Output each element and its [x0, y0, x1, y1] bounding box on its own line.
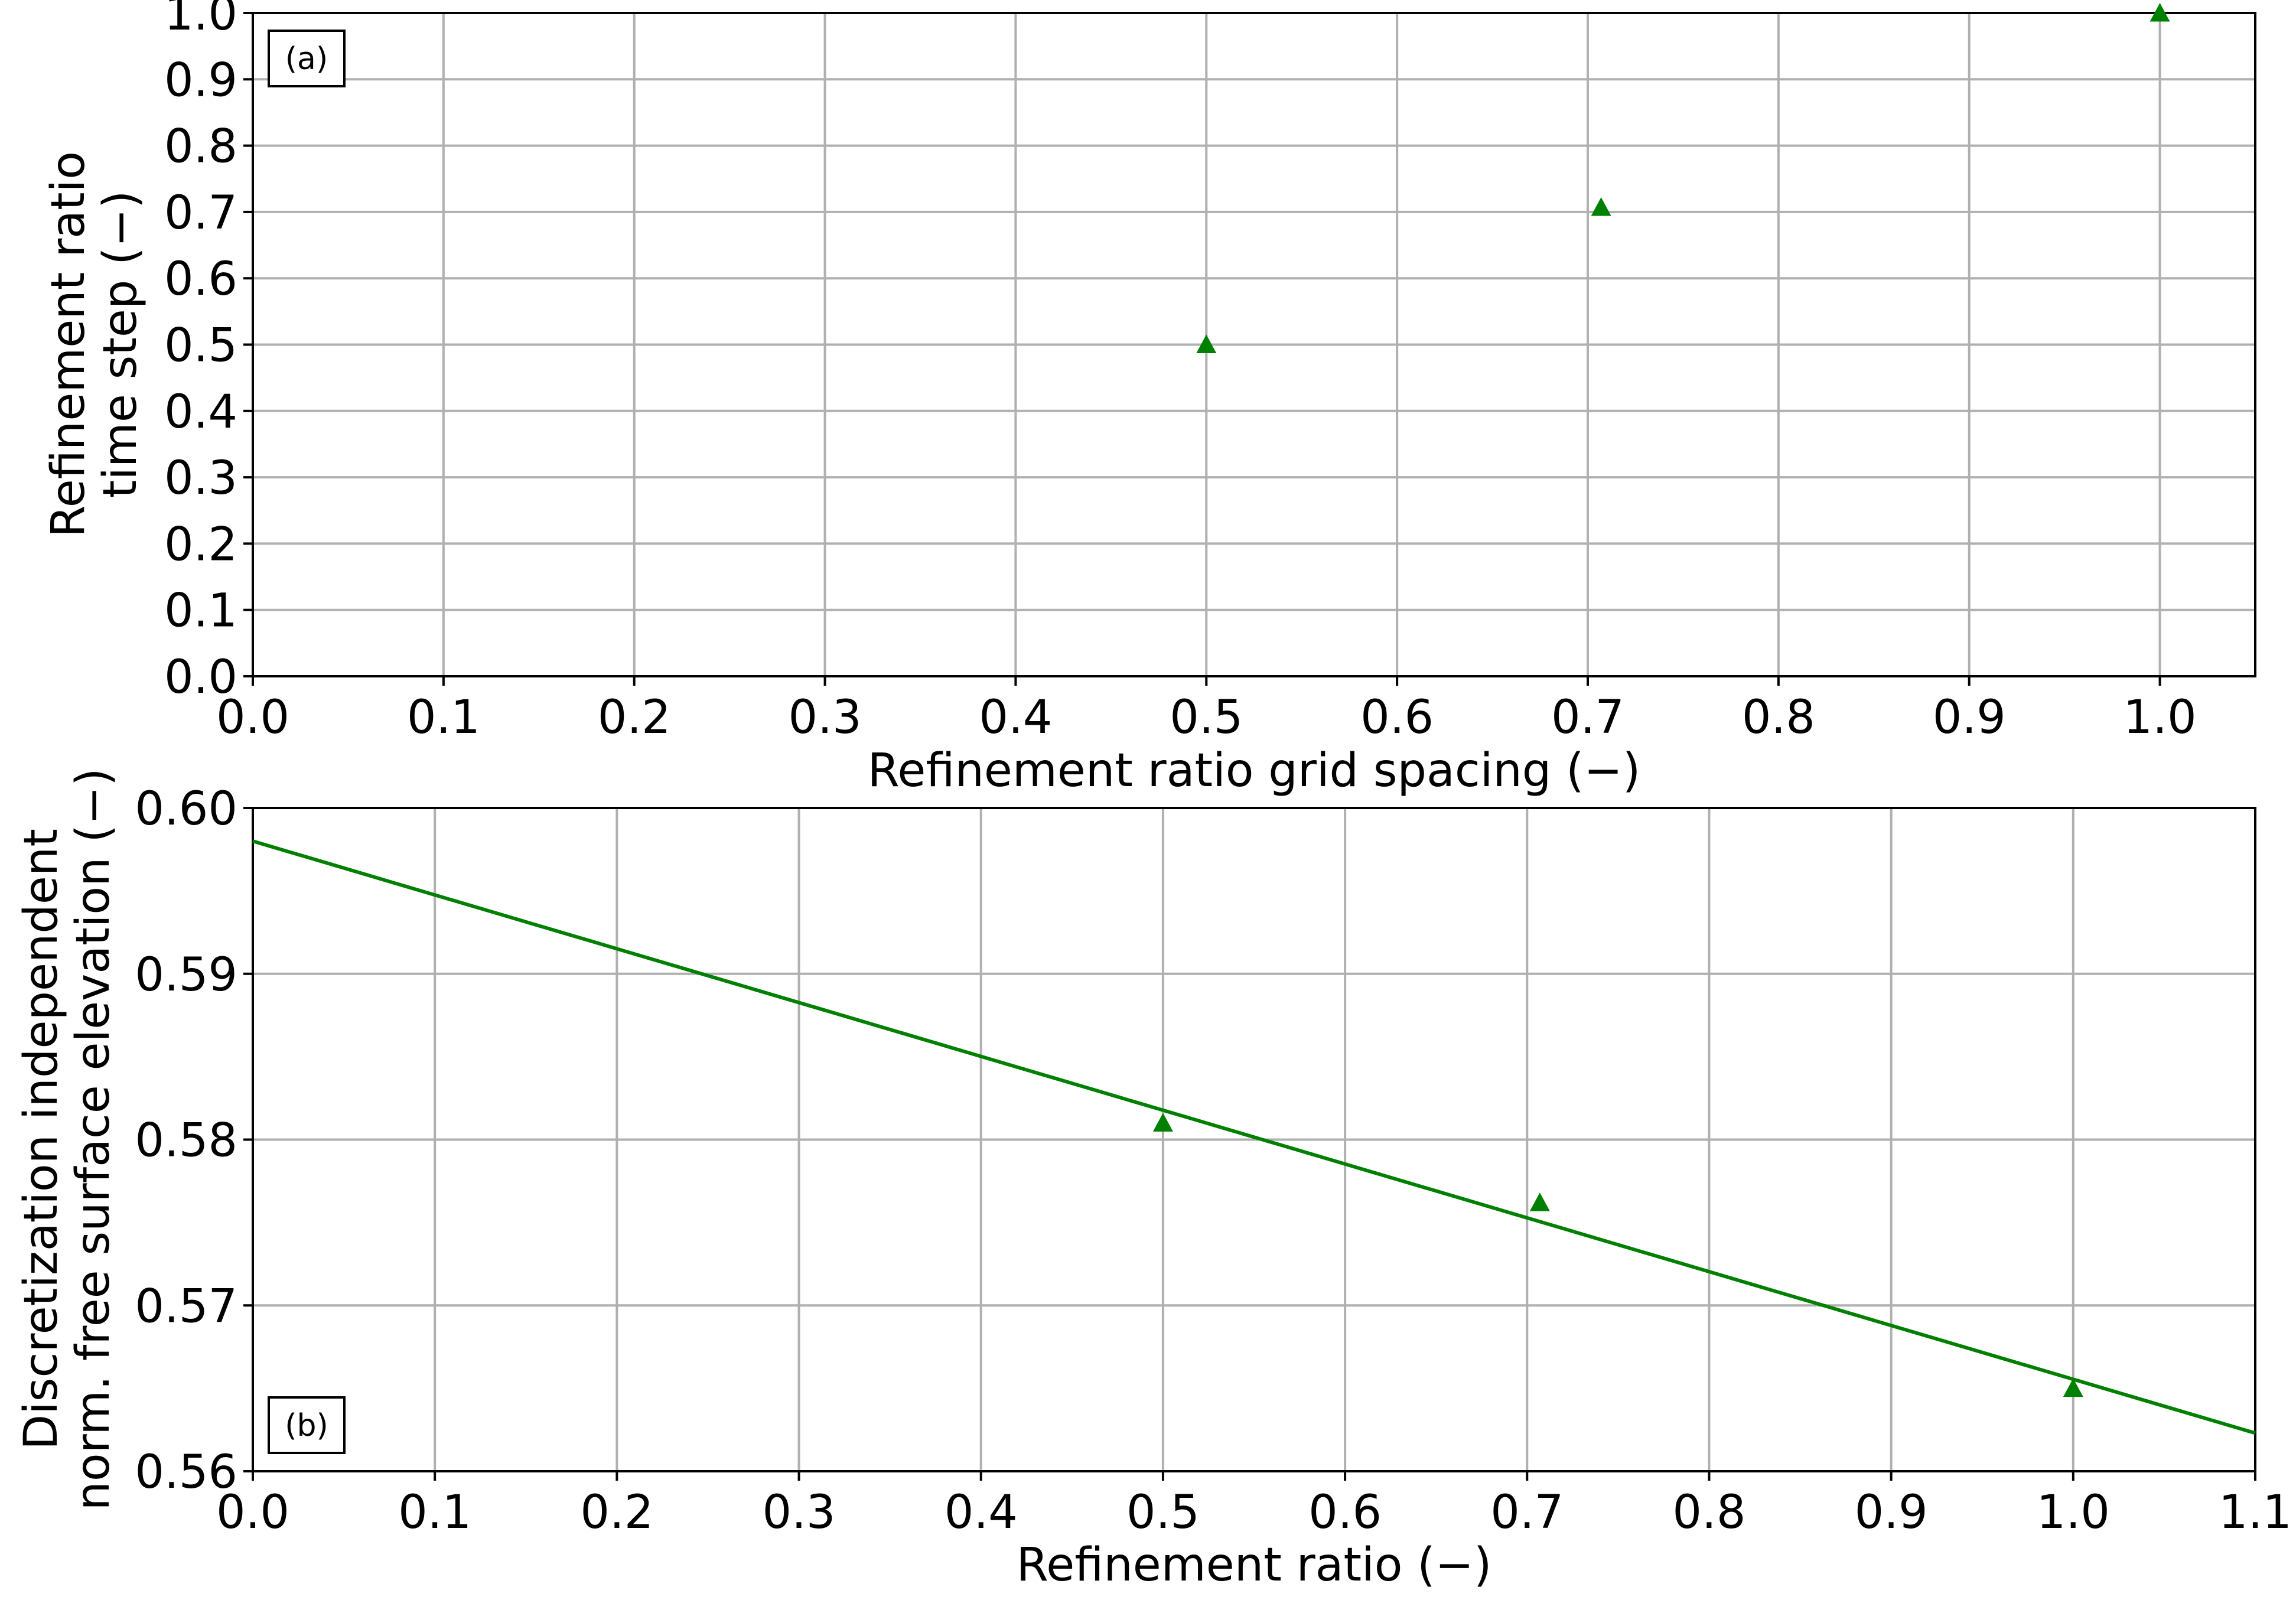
panel-a-xtick-label: 0.7	[1551, 691, 1624, 744]
panel-b-xtick-label: 0.4	[945, 1486, 1018, 1539]
panel-b-ylabel-line2: norm. free surface elevation (−)	[67, 768, 120, 1510]
panel-a-xtick-label: 0.1	[407, 691, 480, 744]
panel-b-ytick-label: 0.58	[135, 1115, 237, 1168]
panel-a-ytick-label: 1.0	[164, 0, 237, 41]
panel-b-xtick-label: 1.1	[2219, 1486, 2292, 1539]
figure: 0.0 0.1 0.2 0.3 0.4 0.5 0.6 0.7 0.8 0.9 1.0 0.0 0.1…	[0, 0, 2296, 1597]
panel-a-points	[1196, 3, 2170, 353]
panel-b-xtick-label: 0.1	[398, 1486, 471, 1539]
panel-a-ytick-label: 0.4	[164, 386, 237, 439]
panel-a-chart: 0.0 0.1 0.2 0.3 0.4 0.5 0.6 0.7 0.8 0.9 1.0 0.0 0.1…	[42, 0, 2255, 797]
panel-b-ylabel-line1: Discretization independent	[15, 829, 68, 1450]
panel-b-ytick-label: 0.60	[135, 783, 237, 836]
panel-b-x-ticks: 0.0 0.1 0.2 0.3 0.4 0.5 0.6 0.7 0.8 0.9 1.0 1.1	[216, 1486, 2292, 1539]
panel-a-ytick-label: 0.1	[164, 585, 237, 638]
panel-a-tag: (a)	[285, 41, 328, 77]
panel-b-data-point	[1153, 1113, 1173, 1131]
panel-b-ytick-label: 0.56	[135, 1446, 237, 1499]
panel-a-x-ticks: 0.0 0.1 0.2 0.3 0.4 0.5 0.6 0.7 0.8 0.9 1.0	[216, 691, 2197, 744]
panel-b-grid	[253, 808, 2255, 1471]
panel-a-xtick-label: 0.3	[789, 691, 862, 744]
panel-b-xtick-label: 1.0	[2037, 1486, 2110, 1539]
panel-b-regression-line	[253, 841, 2255, 1433]
panel-b-xlabel: Refinement ratio (−)	[1017, 1539, 1492, 1592]
panel-a-ylabel: Refinement ratiotime step (−)	[42, 151, 147, 537]
panel-b-xtick-label: 0.7	[1490, 1486, 1564, 1539]
panel-b-points	[1153, 1113, 2083, 1397]
panel-b-y-ticks: 0.56 0.57 0.58 0.59 0.60	[135, 783, 237, 1499]
panel-b-ylabel: Discretization independentnorm. free sur…	[15, 768, 120, 1510]
panel-a-xtick-label: 0.6	[1360, 691, 1434, 744]
panel-a-ytick-label: 0.3	[164, 452, 237, 505]
panel-b-xtick-label: 0.8	[1672, 1486, 1745, 1539]
panel-a-ytick-label: 0.7	[164, 187, 237, 240]
panel-a-xlabel: Refinement ratio grid spacing (−)	[868, 744, 1641, 797]
panel-b-chart: 0.0 0.1 0.2 0.3 0.4 0.5 0.6 0.7 0.8 0.9 1.0 1.1 0.5…	[15, 768, 2292, 1592]
panel-a-xtick-label: 0.9	[1933, 691, 2006, 744]
panel-a-ytick-label: 0.8	[164, 120, 237, 174]
panel-b-xtick-label: 0.6	[1308, 1486, 1382, 1539]
panel-b-data-point	[1530, 1192, 1550, 1211]
panel-b-xtick-label: 0.9	[1855, 1486, 1928, 1539]
panel-a-ytick-label: 0.6	[164, 253, 237, 306]
panel-b-fit-line	[253, 841, 2255, 1433]
panel-a-xtick-label: 1.0	[2124, 691, 2197, 744]
panel-b-xtick-label: 0.2	[580, 1486, 653, 1539]
panel-a-grid	[253, 13, 2255, 676]
panel-a-xtick-label: 0.2	[598, 691, 671, 744]
panel-a-xtick-label: 0.4	[979, 691, 1052, 744]
panel-a-ytick-label: 0.0	[164, 651, 237, 704]
panel-a-ytick-label: 0.9	[164, 54, 237, 107]
panel-a-xtick-label: 0.5	[1170, 691, 1243, 744]
panel-a-ytick-label: 0.2	[164, 518, 237, 571]
panel-a-ylabel-line1: Refinement ratio	[42, 151, 95, 537]
panel-b-xtick-label: 0.3	[763, 1486, 836, 1539]
panel-b-ytick-label: 0.57	[135, 1280, 237, 1333]
panel-a-xtick-label: 0.8	[1742, 691, 1815, 744]
panel-a-ytick-label: 0.5	[164, 320, 237, 373]
panel-a-data-point	[1591, 197, 1611, 216]
panel-a-ylabel-line2: time step (−)	[94, 191, 147, 498]
panel-b-tick-marks	[243, 808, 2255, 1481]
panel-a-y-ticks: 0.0 0.1 0.2 0.3 0.4 0.5 0.6 0.7 0.8 0.9 1.0	[164, 0, 237, 704]
panel-b-xtick-label: 0.5	[1126, 1486, 1200, 1539]
panel-b-ytick-label: 0.59	[135, 949, 237, 1002]
figure-canvas: 0.0 0.1 0.2 0.3 0.4 0.5 0.6 0.7 0.8 0.9 1.0 0.0 0.1…	[0, 0, 2296, 1597]
panel-b-tag: (b)	[285, 1408, 328, 1443]
